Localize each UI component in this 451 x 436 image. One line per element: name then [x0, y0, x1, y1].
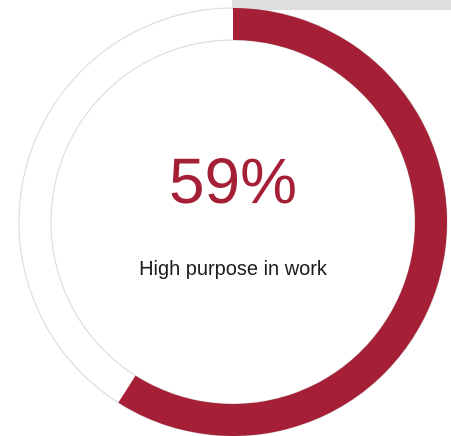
gauge-track-inner: [50, 39, 416, 405]
percent-value-label: 59%: [168, 145, 298, 217]
caption-label: High purpose in work: [139, 258, 327, 280]
top-gray-band: [232, 0, 451, 10]
gauge-value-arc: [118, 8, 448, 436]
